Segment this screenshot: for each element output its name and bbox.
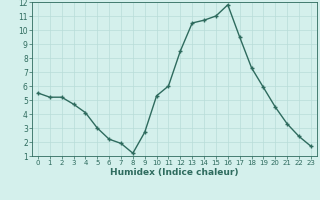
X-axis label: Humidex (Indice chaleur): Humidex (Indice chaleur) — [110, 168, 239, 177]
